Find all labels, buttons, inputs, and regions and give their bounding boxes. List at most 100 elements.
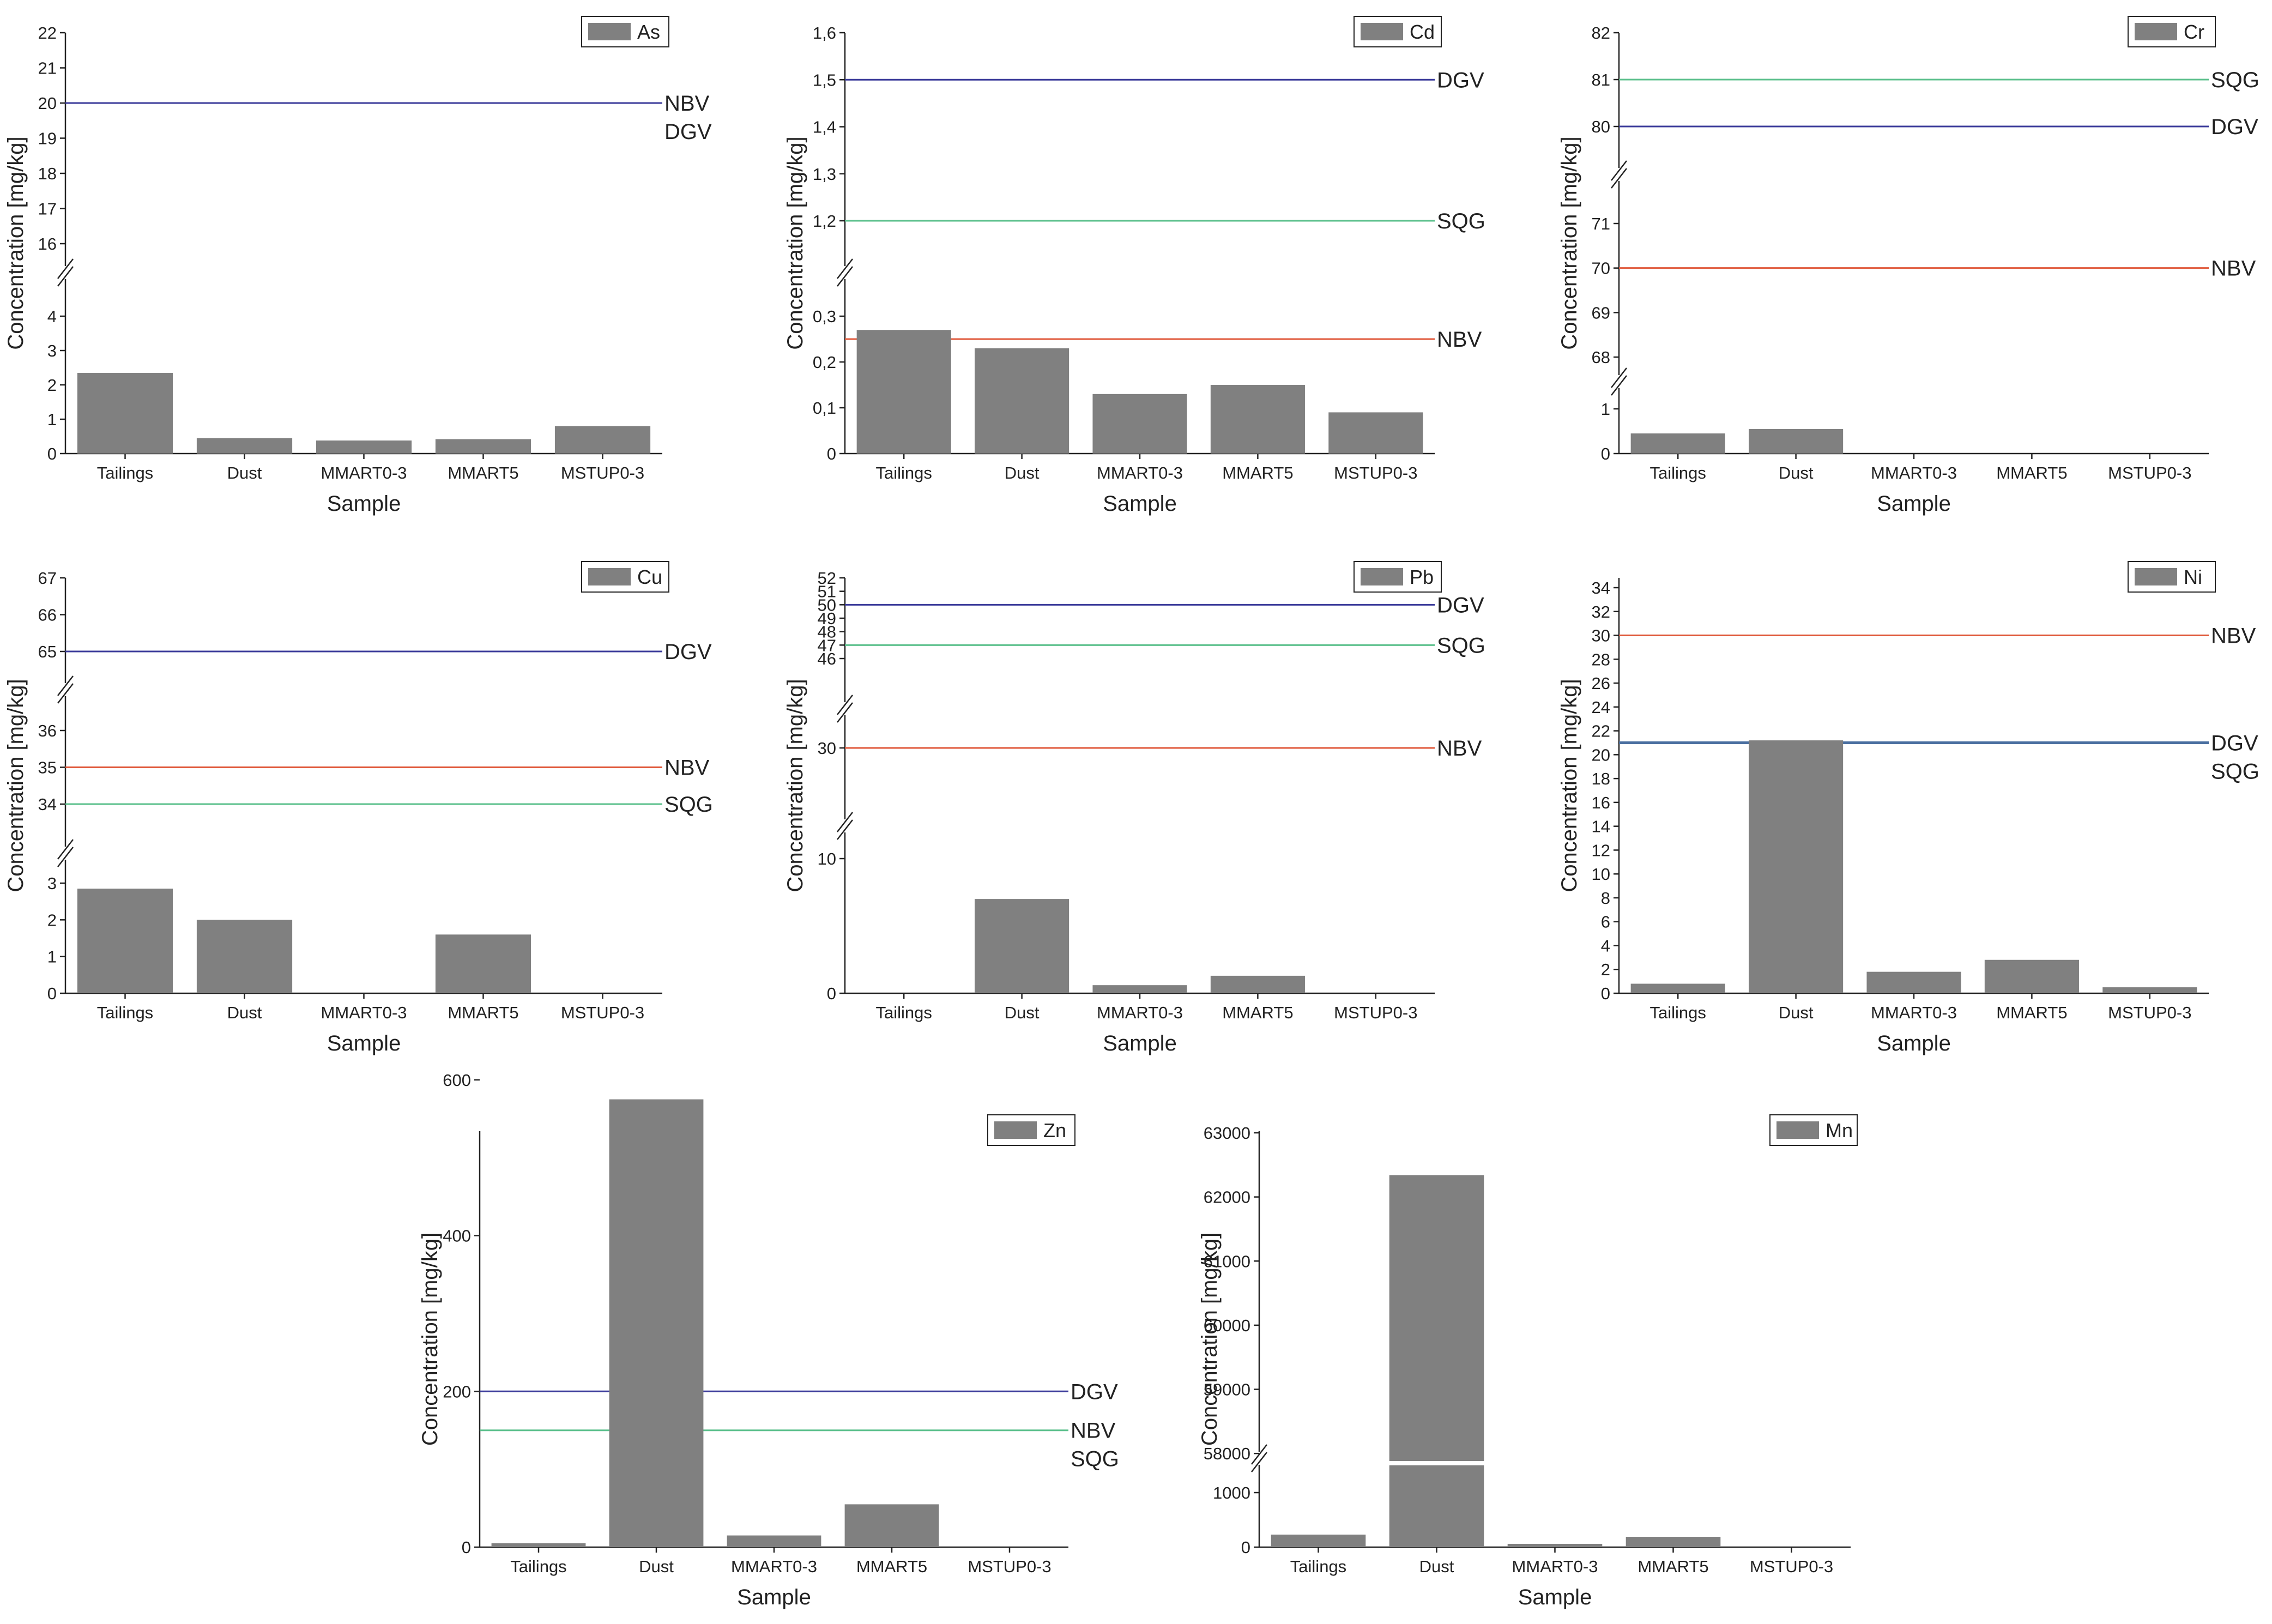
axis-break-mark [1251,1452,1267,1472]
bar-mmart5 [1210,975,1305,993]
y-tick-label: 400 [443,1227,471,1246]
bar-mstup0-3 [2102,987,2197,993]
x-tick-label: MSTUP0-3 [1334,1003,1417,1022]
axis-break-mark [837,812,853,832]
x-tick-label: MMART5 [1996,1003,2067,1022]
y-tick-label: 0,1 [813,399,836,418]
y-tick-label: 1 [47,947,57,967]
legend-swatch [2135,568,2177,585]
y-tick-label: 0,2 [813,353,836,372]
y-tick-label: 22 [1592,722,1610,741]
x-tick-label: Dust [1779,463,1814,482]
bar-mmart0-3 [316,440,412,454]
axis-break-mark [57,266,74,287]
x-tick-label: MMART5 [1637,1557,1708,1576]
reference-line-label: NBV [2211,624,2256,648]
y-tick-label: 30 [818,739,836,758]
legend-label: Cd [1410,21,1435,43]
y-tick-label: 21 [38,59,57,78]
y-tick-label: 28 [1592,650,1610,669]
x-axis-title: Sample [737,1585,811,1609]
y-tick-label: 4 [47,307,57,326]
x-axis-title: Sample [1877,492,1951,516]
axis-break-mark [837,702,853,723]
reference-line-label: DGV [664,640,712,664]
bar-tailings [491,1543,586,1547]
reference-line-label: DGV [1437,593,1484,617]
x-tick-label: MSTUP0-3 [2108,463,2191,482]
chart-ni: 0246810121416182022242628303234NBVDGVSQG… [1557,561,2259,1055]
bar-tailings [1630,983,1725,993]
legend-label: Ni [2184,566,2202,588]
reference-line-label: SQG [1071,1447,1119,1471]
x-tick-label: Dust [1005,463,1040,482]
axis-break-mark [1611,375,1627,396]
reference-line-label: DGV [1437,68,1484,92]
chart-as: 0 1 2 3 4 16 17 18 19 20 21 22 NBV DGV Tailings Dust MMA… [4,16,712,516]
x-tick-label: MSTUP0-3 [1334,463,1417,482]
y-tick-label: 0 [1601,984,1610,1003]
x-tick-label: MMART0-3 [1871,463,1957,482]
x-tick-label: Dust [1005,1003,1040,1022]
y-tick-label: 34 [1592,578,1610,597]
y-tick-label: 2 [47,376,57,395]
bar-dust [975,348,1069,454]
x-tick-label: MMART0-3 [731,1557,817,1576]
y-tick-label: 2 [47,910,57,929]
legend-label: Cr [2184,21,2204,43]
axis-break-mark [57,839,74,860]
bar-tailings [1271,1535,1366,1547]
x-tick-label: MMART5 [448,463,518,482]
y-tick-label: 1,4 [813,118,836,137]
y-tick-label: 58000 [1204,1444,1250,1463]
y-tick-label: 12 [1592,841,1610,860]
y-tick-label: 0 [1601,444,1610,463]
y-tick-label: 70 [1592,259,1610,278]
axis-break-mark [57,847,74,867]
y-tick-label: 1,3 [813,165,836,184]
y-tick-label: 3 [47,874,57,893]
x-tick-label: Dust [227,463,262,482]
x-tick-label: MSTUP0-3 [2108,1003,2191,1022]
reference-line-label: SQG [2211,759,2259,783]
y-axis-title: Concentration [mg/kg] [783,136,807,349]
y-tick-label: 32 [1592,602,1610,621]
y-tick-label: 36 [38,721,57,740]
x-tick-label: Dust [639,1557,674,1576]
reference-line-label: DGV [2211,115,2258,139]
y-tick-label: 0 [462,1538,471,1557]
y-tick-label: 0 [827,984,836,1003]
legend-label: Pb [1410,566,1434,588]
y-tick-label: 0 [827,444,836,463]
axis-break-mark [1611,168,1627,189]
y-tick-label: 20 [1592,745,1610,764]
bar-mmart0-3 [1092,394,1187,454]
y-tick-label: 62000 [1204,1188,1250,1207]
y-tick-label: 26 [1592,674,1610,693]
x-tick-label: Dust [1779,1003,1814,1022]
x-tick-label: MMART0-3 [1871,1003,1957,1022]
y-tick-label: 49 [818,609,836,628]
axis-break-mark [1611,160,1627,181]
legend-swatch [588,23,631,40]
x-axis-title: Sample [327,1031,401,1055]
bar-mmart0-3 [727,1535,821,1547]
y-tick-label: 1 [47,410,57,429]
x-tick-label: Tailings [1650,463,1706,482]
reference-line-label: SQG [664,793,713,817]
bar-mmart0-3 [1507,1544,1603,1547]
bar-mmart5 [435,934,531,993]
y-tick-label: 48 [818,623,836,642]
x-tick-label: Tailings [510,1557,566,1576]
y-tick-label: 30 [1592,626,1610,645]
y-tick-label: 17 [38,200,57,219]
reference-line-label: NBV [1437,328,1482,352]
y-tick-label: 0 [47,984,57,1003]
bar-mmart5 [844,1504,939,1547]
reference-line-label: DGV [1071,1380,1118,1404]
chart-zn: 0 200 400 600 DGV NBV SQG Tailings Dust MMART0-3 M… [418,1071,1119,1609]
chart-cr: 0 1 68 69 70 71 80 81 82 SQG DGV NBV Tailings Dust MMA… [1557,16,2259,516]
x-tick-label: Tailings [1650,1003,1706,1022]
y-tick-label: 51 [818,582,836,601]
y-tick-label: 80 [1592,117,1610,136]
